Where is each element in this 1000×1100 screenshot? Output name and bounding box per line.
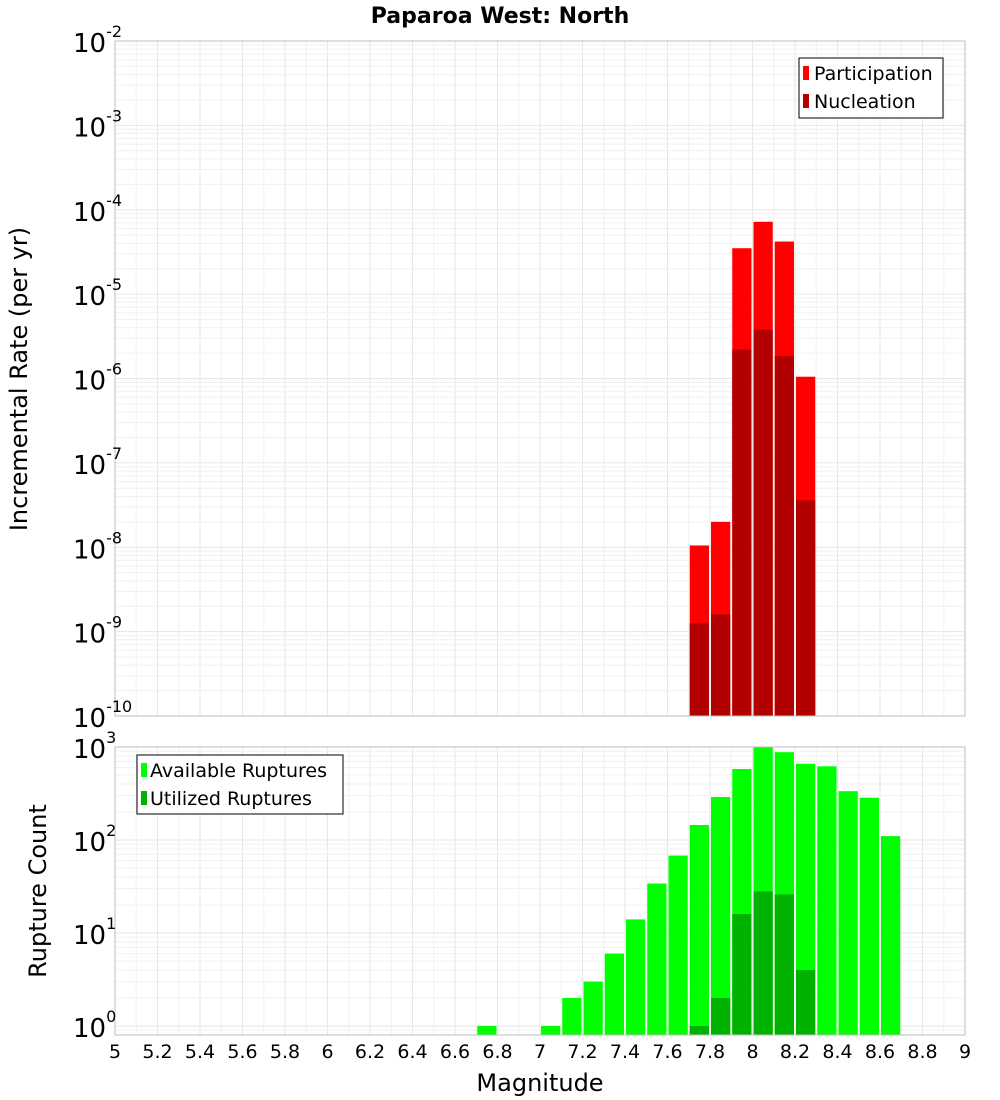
top-plot-grid (114, 40, 966, 717)
bottom-y-axis-ticks: 100 101 102 103 (73, 728, 116, 1044)
bottom-plot-bars (477, 747, 901, 1035)
bottom-y-tick-label: 102 (73, 821, 116, 858)
legend-swatch-participation (803, 66, 809, 80)
top-y-axis-label: Incremental Rate (per yr) (5, 227, 33, 531)
bar-available-ruptures-7.55 (647, 883, 667, 1035)
bar-nucleation-8.05 (753, 329, 773, 716)
bottom-y-axis-label: Rupture Count (24, 804, 52, 978)
bar-available-ruptures-6.75 (477, 1025, 497, 1035)
bar-available-ruptures-7.05 (541, 1025, 561, 1035)
x-tick-label: 7.4 (610, 1041, 640, 1063)
bottom-legend: Available Ruptures Utilized Ruptures (136, 754, 344, 815)
chart-title: Paparoa West: North (371, 4, 629, 29)
x-tick-label: 7.8 (695, 1041, 725, 1063)
x-tick-label: 5.6 (227, 1041, 257, 1063)
x-tick-label: 6.6 (440, 1041, 470, 1063)
bar-utilized-ruptures-8.15 (774, 894, 794, 1035)
x-tick-label: 6 (321, 1041, 333, 1063)
bar-utilized-ruptures-7.95 (732, 914, 752, 1035)
x-tick-label: 6.8 (482, 1041, 512, 1063)
x-tick-label: 7 (534, 1041, 546, 1063)
x-tick-label: 8.8 (907, 1041, 937, 1063)
x-tick-label: 5 (109, 1041, 121, 1063)
x-tick-label: 8.2 (780, 1041, 810, 1063)
bar-available-ruptures-8.35 (817, 766, 837, 1035)
bar-available-ruptures-7.75 (689, 824, 709, 1035)
top-y-tick-label: 10-6 (73, 360, 122, 397)
bar-available-ruptures-7.25 (583, 981, 603, 1035)
bottom-y-tick-label: 100 (73, 1007, 116, 1044)
top-legend: Participation Nucleation (798, 57, 944, 119)
x-tick-label: 6.2 (355, 1041, 385, 1063)
top-y-tick-label: 10-7 (73, 444, 122, 481)
top-y-tick-label: 10-10 (73, 697, 132, 734)
x-axis-ticks: 5 5.2 5.4 5.6 5.8 6 6.2 6.4 6.6 6.8 7 7.2 7.4 7.6 7.8 8… (109, 1041, 971, 1063)
bar-utilized-ruptures-8.05 (753, 891, 773, 1035)
bar-available-ruptures-8.25 (796, 763, 816, 1035)
bar-available-ruptures-7.45 (626, 919, 646, 1035)
top-y-tick-label: 10-9 (73, 613, 122, 650)
legend-swatch-utilized (141, 791, 147, 805)
top-y-axis-ticks: 10-10 10-9 10-8 10-7 10-6 10-5 10-4 10-3 10-2 (73, 22, 132, 734)
bar-nucleation-7.75 (689, 623, 709, 716)
legend-swatch-available (141, 763, 147, 777)
bar-nucleation-7.85 (711, 614, 731, 716)
top-y-tick-label: 10-3 (73, 106, 122, 143)
bottom-legend-box (136, 754, 344, 815)
bar-nucleation-7.95 (732, 349, 752, 716)
bar-available-ruptures-7.85 (711, 796, 731, 1035)
bar-utilized-ruptures-7.75 (689, 1025, 709, 1035)
x-tick-label: 7.6 (652, 1041, 682, 1063)
top-plot-frame (114, 40, 966, 717)
bar-available-ruptures-7.15 (562, 997, 582, 1035)
legend-label-utilized: Utilized Ruptures (150, 788, 312, 810)
x-tick-label: 5.2 (142, 1041, 172, 1063)
bottom-y-tick-label: 101 (73, 914, 116, 951)
x-tick-label: 5.8 (270, 1041, 300, 1063)
bar-nucleation-8.15 (774, 355, 794, 716)
top-legend-box (798, 57, 944, 119)
legend-swatch-nucleation (803, 94, 809, 108)
x-tick-label: 5.4 (185, 1041, 215, 1063)
x-tick-label: 8.4 (822, 1041, 852, 1063)
bar-available-ruptures-8.65 (881, 836, 901, 1035)
x-tick-label: 7.2 (567, 1041, 597, 1063)
top-y-tick-label: 10-4 (73, 191, 122, 228)
legend-label-available: Available Ruptures (150, 760, 327, 782)
bar-available-ruptures-8.55 (859, 797, 879, 1035)
bar-available-ruptures-7.35 (604, 953, 624, 1035)
legend-label-participation: Participation (814, 63, 933, 85)
bar-nucleation-8.25 (796, 500, 816, 716)
bar-utilized-ruptures-7.85 (711, 997, 731, 1035)
top-plot-bars (689, 221, 816, 717)
x-tick-label: 6.4 (397, 1041, 427, 1063)
top-y-tick-label: 10-2 (73, 22, 122, 59)
x-tick-label: 8 (746, 1041, 758, 1063)
top-y-tick-label: 10-8 (73, 528, 122, 565)
top-y-tick-label: 10-5 (73, 275, 122, 312)
bottom-plot-frame (114, 746, 966, 1036)
bar-available-ruptures-7.65 (668, 855, 688, 1035)
bar-utilized-ruptures-8.25 (796, 969, 816, 1035)
legend-label-nucleation: Nucleation (814, 91, 916, 113)
x-axis-label: Magnitude (476, 1069, 603, 1097)
x-tick-label: 9 (959, 1041, 971, 1063)
x-tick-label: 8.6 (865, 1041, 895, 1063)
bottom-y-tick-label: 103 (73, 728, 116, 765)
bar-available-ruptures-8.45 (838, 791, 858, 1035)
